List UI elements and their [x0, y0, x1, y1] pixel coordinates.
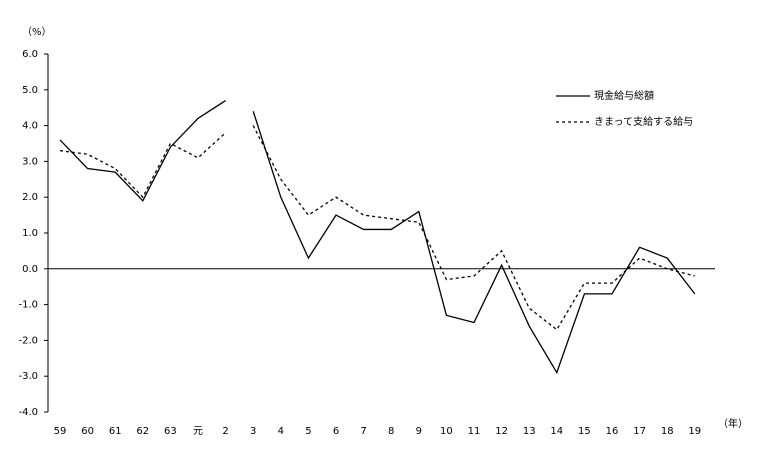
y-unit-label: （%）	[22, 26, 52, 38]
y-tick-label: -4.0	[18, 407, 38, 418]
x-tick-label: 61	[109, 426, 122, 437]
x-tick-label: 10	[440, 426, 453, 437]
x-tick-label: 元	[193, 426, 203, 437]
x-tick-label: 13	[523, 426, 536, 437]
legend-label: きまって支給する給与	[594, 115, 693, 128]
x-unit-label: （年）	[718, 417, 748, 430]
x-tick-label: 9	[416, 426, 422, 437]
x-tick-label: 6	[333, 426, 339, 437]
y-tick-label: 5.0	[22, 85, 38, 96]
x-tick-label: 63	[164, 426, 177, 437]
x-tick-label: 5	[305, 426, 311, 437]
y-tick-label: 1.0	[22, 228, 38, 239]
y-tick-label: 6.0	[22, 49, 38, 60]
y-tick-label: 0.0	[22, 264, 38, 275]
x-tick-label: 2	[222, 426, 228, 437]
y-tick-label: 3.0	[22, 156, 38, 167]
legend-label: 現金給与総額	[594, 89, 654, 102]
x-tick-label: 16	[606, 426, 619, 437]
series-line	[252, 125, 695, 331]
y-tick-label: 4.0	[22, 121, 38, 132]
series-line	[252, 111, 696, 375]
x-tick-label: 19	[688, 426, 701, 437]
x-tick-label: 60	[81, 426, 94, 437]
x-tick-label: 12	[495, 426, 508, 437]
x-tick-label: 17	[633, 426, 646, 437]
x-tick-label: 3	[250, 426, 256, 437]
y-tick-label: -2.0	[18, 335, 38, 346]
x-tick-label: 18	[661, 426, 674, 437]
x-tick-label: 62	[136, 426, 149, 437]
x-tick-label: 11	[468, 426, 481, 437]
x-tick-label: 14	[550, 426, 563, 437]
x-tick-label: 4	[278, 426, 284, 437]
x-tick-label: 8	[388, 426, 394, 437]
y-tick-label: -1.0	[18, 300, 38, 311]
x-tick-label: 7	[360, 426, 366, 437]
y-tick-label: -3.0	[18, 371, 38, 382]
x-tick-label: 59	[54, 426, 67, 437]
series-line	[59, 99, 226, 202]
y-tick-label: 2.0	[22, 192, 38, 203]
series-line	[59, 132, 227, 199]
x-tick-label: 15	[578, 426, 591, 437]
